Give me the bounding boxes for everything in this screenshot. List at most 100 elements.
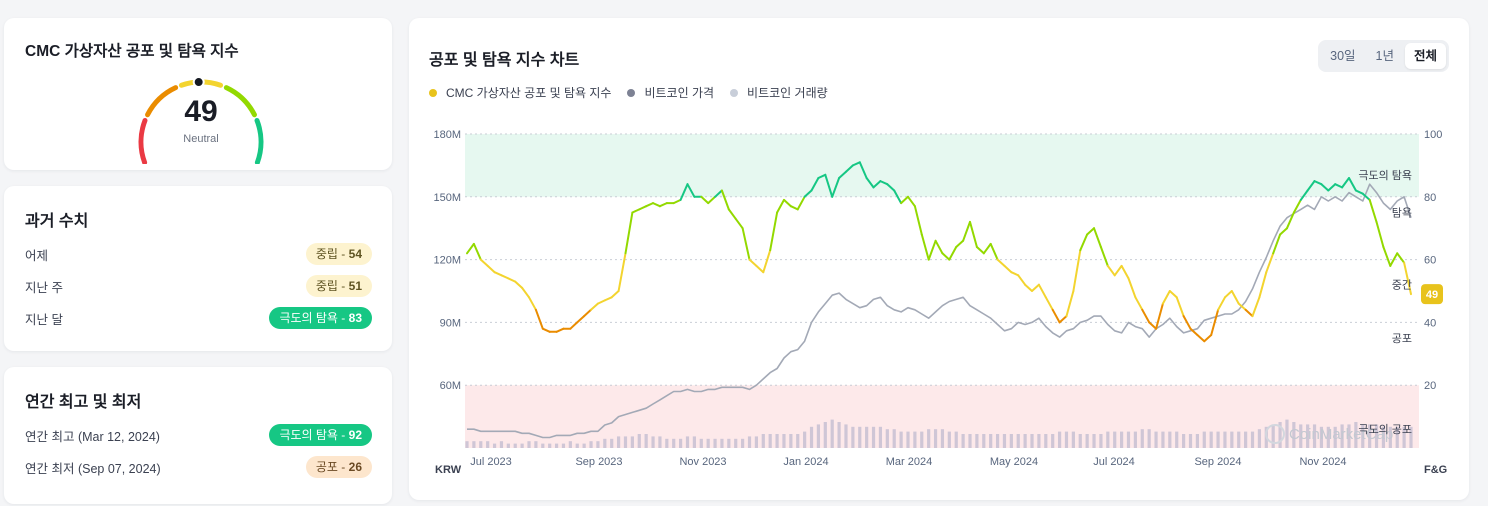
x-tick-label: May 2024: [990, 456, 1038, 468]
fear-greed-segment: [975, 246, 985, 255]
fear-greed-segment: [645, 202, 654, 208]
fear-greed-segment: [603, 296, 613, 302]
annual-row-low: 연간 최저 (Sep 07, 2024) 공포 - 26: [25, 455, 372, 479]
legend-item-btc-volume[interactable]: 비트코인 거래량: [730, 84, 828, 101]
volume-bar: [472, 441, 476, 448]
fear-greed-segment: [1031, 283, 1040, 292]
fear-greed-segment: [1279, 227, 1288, 236]
fear-greed-segment: [1341, 177, 1350, 189]
volume-bar: [823, 422, 827, 448]
volume-bar: [610, 438, 614, 448]
volume-bar: [486, 441, 490, 448]
fear-greed-segment: [1079, 233, 1089, 252]
volume-bar: [492, 443, 497, 448]
volume-bar: [968, 434, 972, 448]
fear-greed-segment: [886, 183, 896, 192]
volume-bar: [1133, 431, 1137, 448]
volume-bar: [1230, 431, 1234, 448]
fear-greed-segment: [720, 189, 730, 211]
range-button-all[interactable]: 전체: [1404, 43, 1446, 69]
fear-greed-segment: [1113, 264, 1123, 277]
volume-bar: [1340, 424, 1344, 448]
fear-greed-segment: [1203, 334, 1213, 343]
fear-greed-segment: [672, 198, 682, 205]
volume-bar: [527, 441, 531, 448]
extreme-greed-zone: [465, 134, 1419, 197]
fear-greed-segment: [1072, 249, 1082, 292]
annual-label: 연간 최저 (Sep 07, 2024): [25, 461, 161, 476]
fear-greed-segment: [1065, 290, 1075, 318]
volume-bar: [865, 426, 869, 448]
volume-bar: [1154, 431, 1158, 448]
range-button-30d[interactable]: 30일: [1330, 49, 1356, 63]
left-tick-label: 90M: [440, 317, 461, 329]
chart-legend: CMC 가상자산 공포 및 탐욕 지수 비트코인 가격 비트코인 거래량: [429, 84, 828, 101]
fear-greed-segment: [817, 173, 827, 179]
volume-bar: [871, 426, 876, 448]
left-tick-label: 150M: [433, 192, 461, 204]
legend-label: 비트코인 거래량: [747, 86, 828, 100]
fear-greed-segment: [1058, 315, 1068, 324]
chart-title: 공포 및 탐욕 지수 차트: [429, 52, 580, 69]
fear-greed-segment: [893, 189, 903, 205]
fear-greed-segment: [1127, 277, 1137, 299]
fear-greed-segment: [1258, 271, 1268, 299]
volume-bar: [803, 431, 807, 448]
fear-greed-segment: [1003, 264, 1013, 274]
volume-bar: [1388, 426, 1392, 448]
fear-greed-segment: [783, 198, 792, 208]
current-value-badge: 49: [1421, 284, 1443, 305]
volume-bar: [554, 443, 559, 448]
legend-dot: [730, 88, 739, 97]
volume-bar: [933, 429, 938, 448]
legend-item-btc-price[interactable]: 비트코인 가격: [627, 84, 714, 101]
volume-bar: [858, 426, 862, 448]
volume-bar: [1140, 429, 1144, 448]
volume-bars: [465, 419, 1413, 448]
fear-greed-segment: [748, 258, 758, 267]
annual-high-low-card: 연간 최고 및 최저 연간 최고 (Mar 12, 2024) 극도의 탐욕 -…: [4, 367, 392, 504]
volume-bar: [561, 443, 566, 448]
volume-bar: [1381, 426, 1386, 448]
range-button-1y[interactable]: 1년: [1375, 49, 1394, 63]
annual-row-high: 연간 최고 (Mar 12, 2024) 극도의 탐욕 - 92: [25, 423, 372, 447]
volume-bar: [830, 419, 834, 448]
fear-greed-segment: [1175, 296, 1185, 318]
volume-bar: [1099, 434, 1103, 448]
fear-greed-segment: [493, 271, 503, 277]
volume-bar: [1182, 434, 1186, 448]
right-tick-label: 40: [1424, 317, 1436, 329]
fear-greed-segment: [1086, 227, 1095, 236]
fear-greed-segment: [865, 177, 875, 189]
fear-greed-segment: [1348, 177, 1357, 192]
fear-greed-segment: [1106, 264, 1116, 277]
fear-greed-segment: [1354, 189, 1364, 195]
volume-bar: [816, 424, 821, 448]
volume-bar: [713, 438, 717, 448]
volume-bar: [1347, 424, 1351, 448]
volume-bar: [1250, 431, 1255, 448]
fear-greed-segment: [734, 217, 744, 230]
volume-bar: [1051, 434, 1055, 448]
volume-bar: [1085, 434, 1089, 448]
fear-greed-segment: [727, 208, 737, 220]
gauge-marker-dot: [194, 78, 203, 87]
volume-bar: [1009, 434, 1013, 448]
volume-bar: [623, 436, 628, 448]
volume-bar: [479, 441, 483, 448]
volume-bar: [1395, 426, 1399, 448]
fear-greed-gauge-card: CMC 가상자산 공포 및 탐욕 지수 49 Neutral: [4, 18, 392, 170]
legend-item-fear-greed[interactable]: CMC 가상자산 공포 및 탐욕 지수: [429, 84, 611, 101]
volume-bar: [775, 434, 779, 448]
volume-bar: [761, 434, 765, 448]
volume-bar: [1354, 422, 1358, 448]
fear-greed-segment: [1327, 183, 1337, 192]
volume-bar: [1113, 431, 1117, 448]
volume-bar: [513, 443, 517, 448]
fear-greed-segment: [824, 173, 834, 198]
fear-greed-segment: [521, 286, 530, 299]
fear-greed-segment: [941, 252, 951, 261]
volume-bar: [1002, 434, 1007, 448]
volume-bar: [658, 436, 662, 448]
fear-greed-segment: [1299, 189, 1309, 201]
